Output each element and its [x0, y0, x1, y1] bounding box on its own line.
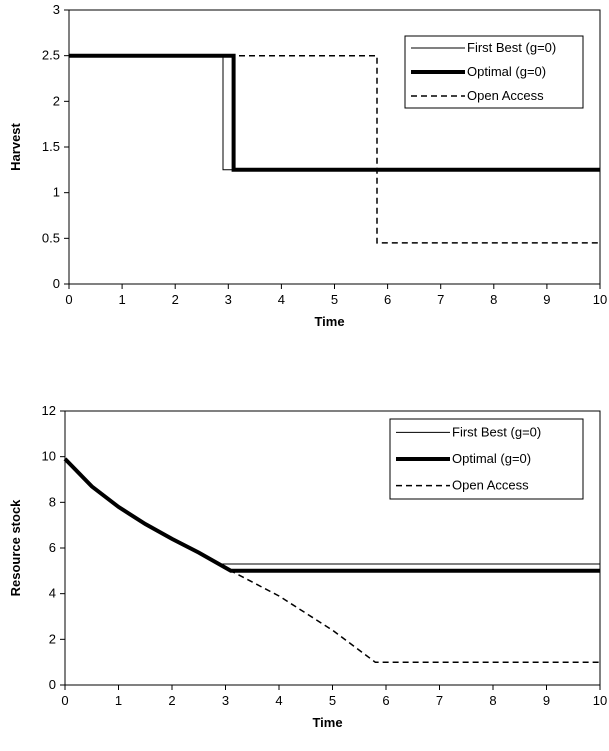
x-tick-label: 5 [329, 693, 336, 708]
x-tick-label: 3 [225, 292, 232, 307]
x-tick-label: 10 [593, 292, 607, 307]
x-tick-label: 1 [115, 693, 122, 708]
y-tick-label: 3 [53, 2, 60, 17]
y-tick-label: 2 [53, 93, 60, 108]
harvest-chart: 0 0.5 1 1.5 2 2.5 3 0 1 2 3 4 5 6 7 8 9 10 Time Harvest Firs… [8, 2, 607, 329]
x-tick-label: 8 [490, 292, 497, 307]
y-tick-label: 4 [49, 586, 56, 601]
y-axis-label: Harvest [8, 122, 23, 170]
y-tick-label: 0 [49, 677, 56, 692]
y-axis-label: Resource stock [8, 499, 23, 597]
legend-label: Open Access [467, 88, 544, 103]
y-tick-label: 0.5 [42, 230, 60, 245]
legend-label: Open Access [452, 478, 529, 493]
x-tick-label: 1 [118, 292, 125, 307]
series-line-optimal-g-0 [69, 53, 600, 172]
x-tick-label: 7 [437, 292, 444, 307]
x-tick-label: 2 [168, 693, 175, 708]
x-axis-label: Time [314, 314, 344, 329]
x-tick-label: 4 [275, 693, 282, 708]
x-tick-label: 9 [543, 292, 550, 307]
y-tick-label: 8 [49, 494, 56, 509]
y-tick-label: 1.5 [42, 139, 60, 154]
x-tick-label: 0 [61, 693, 68, 708]
x-tick-label: 7 [436, 693, 443, 708]
legend-label: First Best (g=0) [452, 424, 541, 439]
y-tick-label: 12 [42, 403, 56, 418]
y-tick-label: 6 [49, 540, 56, 555]
x-tick-label: 4 [278, 292, 285, 307]
y-tick-label: 2 [49, 631, 56, 646]
legend-label: First Best (g=0) [467, 40, 556, 55]
legend-label: Optimal (g=0) [452, 451, 531, 466]
legend-label: Optimal (g=0) [467, 64, 546, 79]
x-tick-label: 2 [172, 292, 179, 307]
y-tick-label: 10 [42, 449, 56, 464]
series-line-optimal-g-0 [63, 457, 600, 573]
x-tick-label: 5 [331, 292, 338, 307]
x-axis-label: Time [312, 715, 342, 730]
x-tick-label: 10 [593, 693, 607, 708]
y-tick-label: 1 [53, 185, 60, 200]
x-tick-label: 8 [489, 693, 496, 708]
x-tick-label: 6 [382, 693, 389, 708]
x-tick-label: 0 [65, 292, 72, 307]
x-tick-label: 9 [543, 693, 550, 708]
x-tick-label: 6 [384, 292, 391, 307]
y-tick-label: 2.5 [42, 48, 60, 63]
y-tick-label: 0 [53, 276, 60, 291]
x-tick-label: 3 [222, 693, 229, 708]
